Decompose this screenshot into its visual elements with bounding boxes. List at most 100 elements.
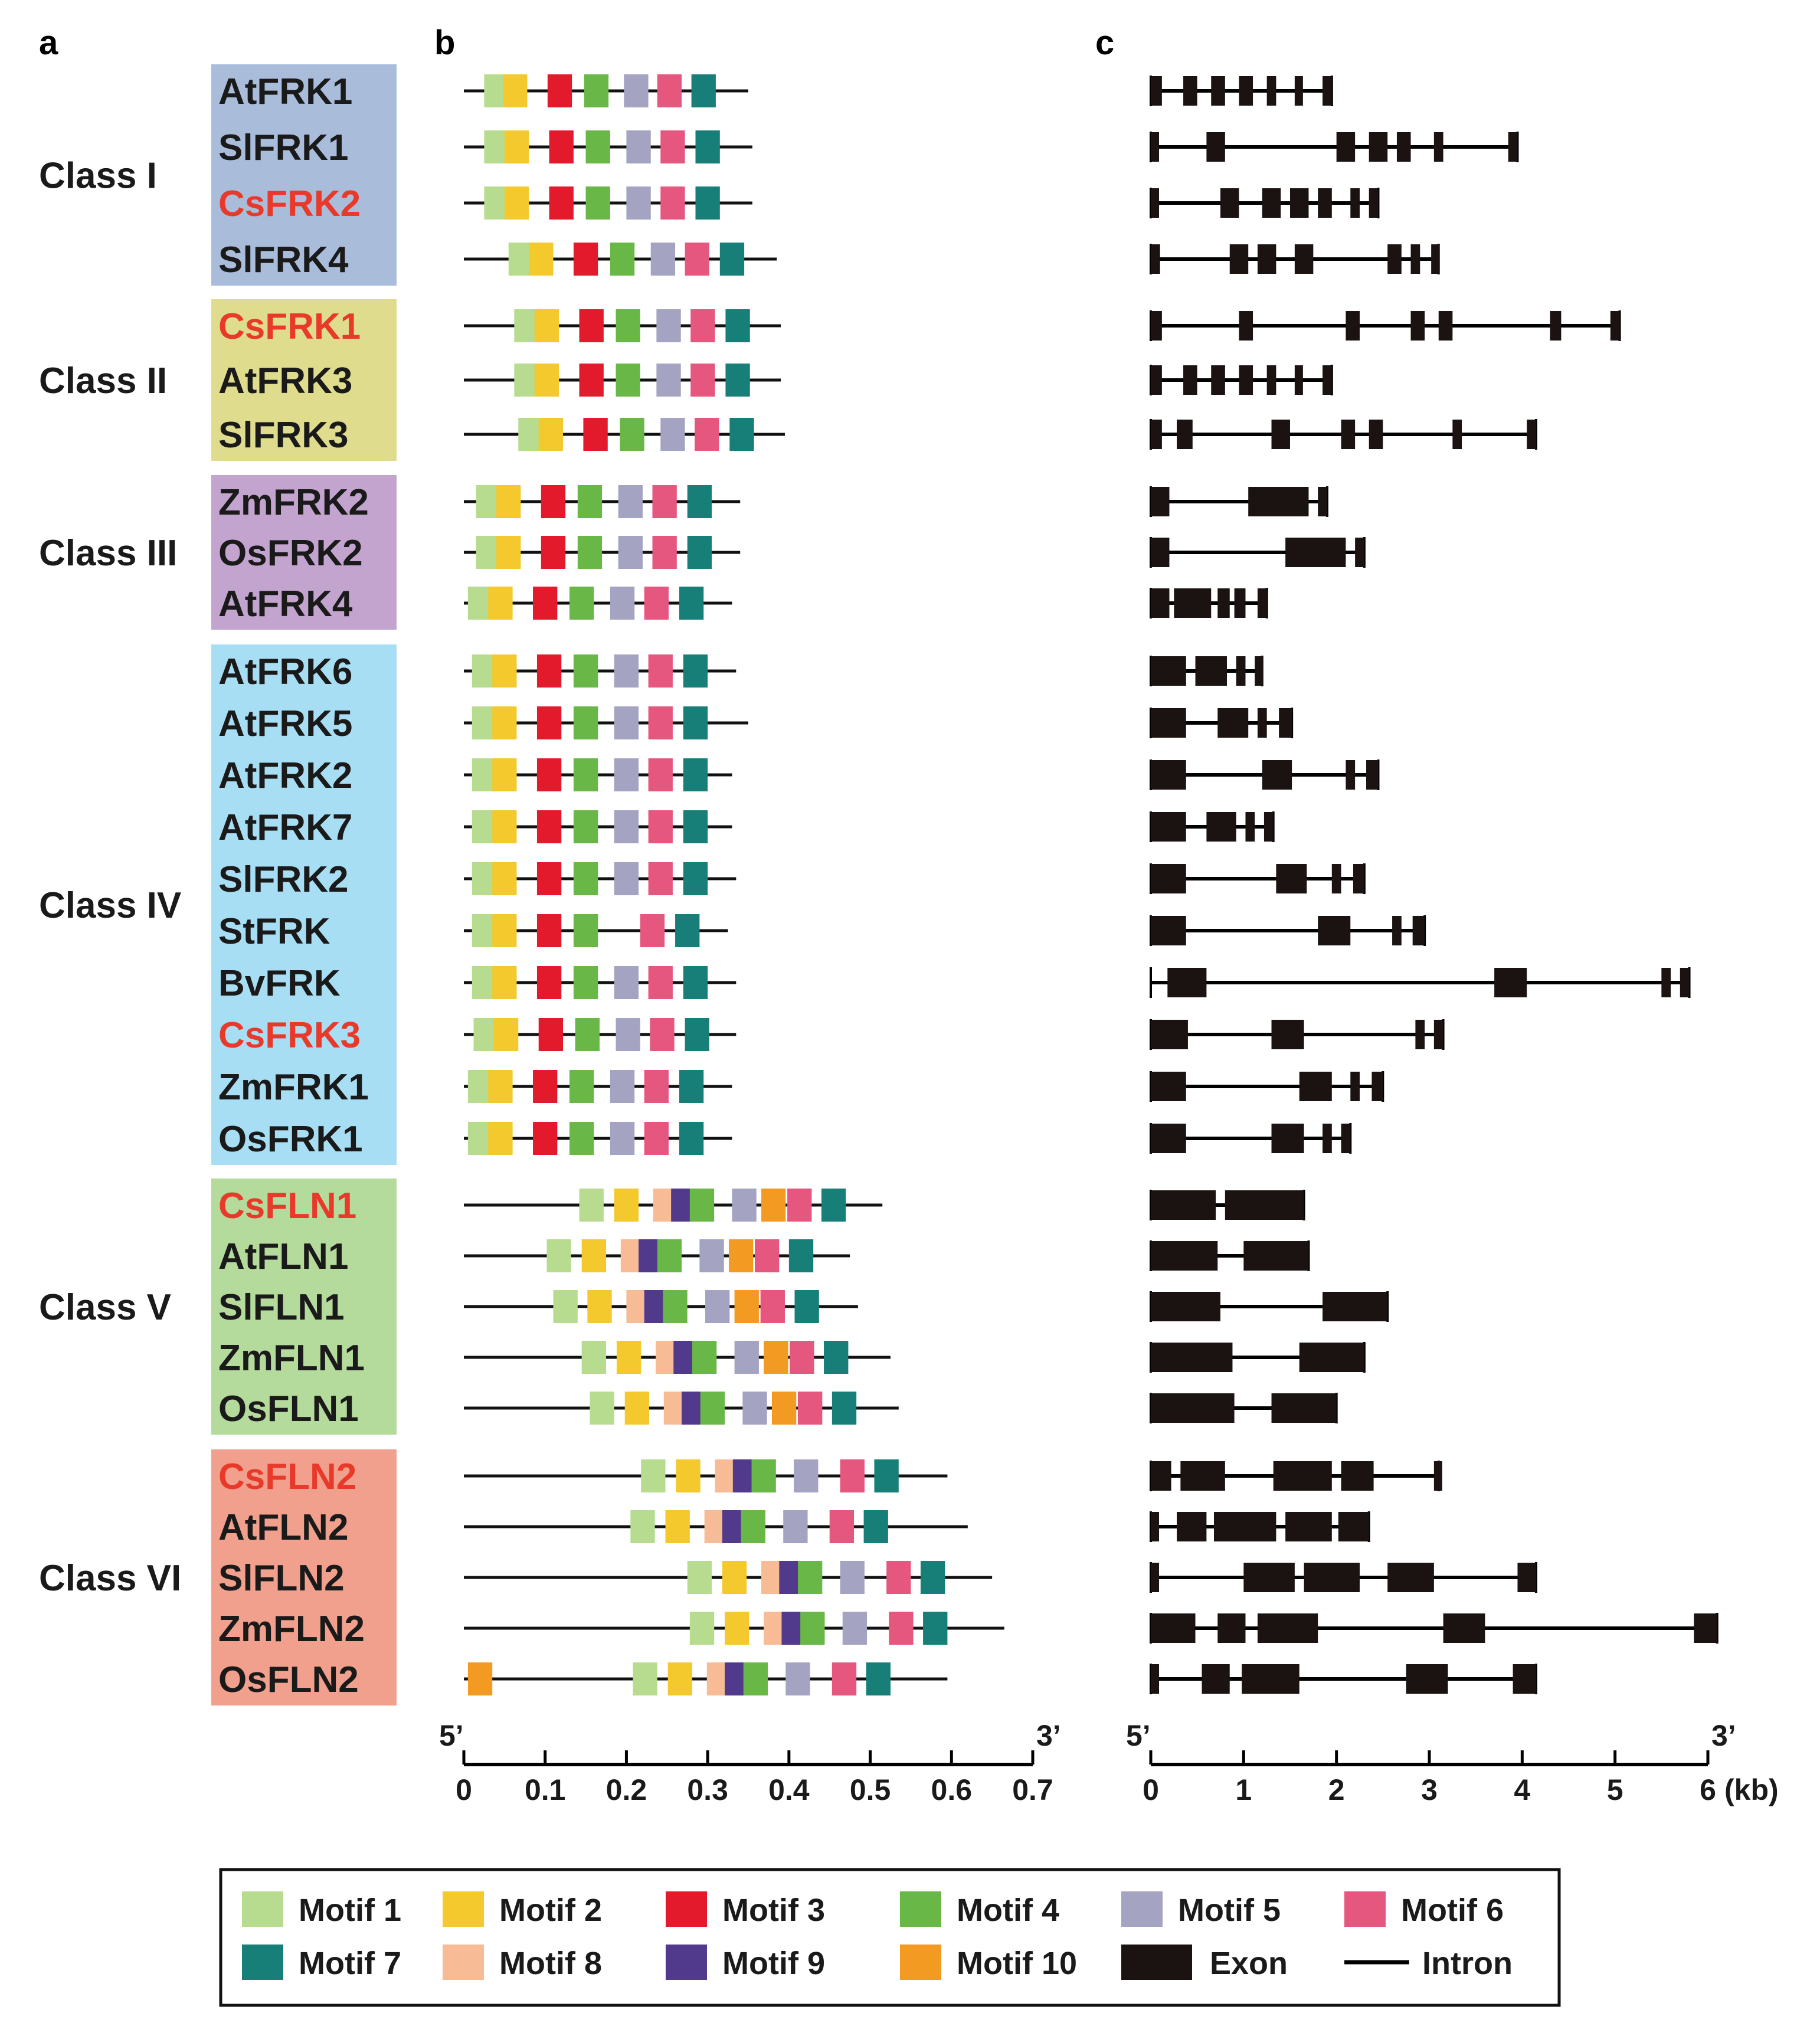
gene-name: AtFRK3 [218, 361, 352, 401]
exon-box [1396, 132, 1411, 162]
motif-row [464, 587, 732, 620]
exon-box [1285, 538, 1346, 567]
motif-2-box [496, 536, 521, 569]
gene-row [1150, 132, 1519, 162]
gene-name: CsFRK3 [218, 1015, 361, 1056]
gene-name: AtFRK4 [218, 584, 353, 624]
gene-name: CsFRK1 [218, 306, 361, 347]
motif-1-box [472, 654, 497, 688]
motif-3-box [538, 1018, 564, 1051]
motif-1-box [553, 1290, 578, 1323]
motif-row [464, 810, 732, 843]
gene-name: ZmFLN2 [218, 1609, 365, 1649]
exon-box [1527, 420, 1536, 449]
exon-box [1271, 1020, 1304, 1049]
motif-6-box [690, 364, 715, 397]
motif-row [464, 1612, 1004, 1645]
motif-6-box [787, 1189, 812, 1222]
panel-label-a: a [39, 24, 58, 62]
exon-box [1217, 1613, 1246, 1643]
exon-box [1350, 188, 1360, 218]
motif-2-box [492, 862, 517, 895]
motif-5-box [842, 1612, 868, 1645]
motif-10-box [467, 1662, 493, 1695]
gene-axis-start: 5’ [1126, 1719, 1151, 1752]
gene-name: BvFRK [218, 963, 341, 1004]
motif-5-box [614, 758, 639, 791]
gene-row [1150, 76, 1333, 106]
legend-label: Motif 10 [957, 1946, 1077, 1981]
legend-label: Motif 6 [1401, 1893, 1504, 1928]
gene-row [1150, 1071, 1384, 1102]
exon-box [1151, 656, 1186, 686]
class-block [211, 475, 397, 630]
legend-label: Exon [1210, 1946, 1288, 1981]
motif-3-box [536, 654, 562, 688]
gene-name: CsFLN2 [218, 1456, 356, 1497]
exon-box [1550, 311, 1562, 341]
exon-box [1266, 365, 1276, 395]
exon-box [1151, 1512, 1159, 1541]
motif-4-box [573, 758, 598, 791]
gene-row [1150, 1291, 1389, 1322]
motif-7-box [683, 862, 708, 895]
motif-4-box [751, 1459, 776, 1492]
motif-2-box [665, 1510, 690, 1543]
gene-row [1150, 310, 1621, 341]
exon-box [1177, 1512, 1207, 1541]
gene-row [1150, 486, 1328, 517]
motif-7-box [725, 364, 750, 397]
motif-row [464, 914, 728, 947]
motif-6-box [685, 243, 709, 276]
legend-swatch [242, 1891, 283, 1927]
legend-label: Motif 2 [499, 1893, 602, 1928]
motif-6-box [798, 1392, 823, 1425]
exon-box [1341, 1124, 1351, 1153]
exon-box [1151, 916, 1186, 945]
legend-label: Motif 8 [499, 1946, 602, 1981]
gene-name: ZmFLN1 [218, 1338, 365, 1379]
gene-tick-label: 4 [1514, 1773, 1530, 1806]
motif-10-box [771, 1392, 797, 1425]
gene-name: CsFLN1 [218, 1186, 356, 1226]
gene-row [1150, 244, 1440, 274]
motif-2-box [529, 243, 554, 276]
motif-5-box [618, 485, 643, 518]
motif-7-box [687, 485, 712, 518]
gene-row [1150, 1342, 1366, 1373]
motif-5-box [705, 1290, 730, 1323]
exon-box [1243, 1241, 1309, 1271]
motif-7-box [719, 243, 745, 276]
motif-2-box [624, 1392, 649, 1425]
motif-4-box [573, 810, 598, 843]
exon-box [1294, 76, 1303, 106]
gene-tick-label: 6 [1700, 1773, 1716, 1806]
motif-row [464, 1189, 883, 1222]
motif-2-box [492, 966, 517, 999]
exon-box [1262, 760, 1292, 790]
motif-1-box [579, 1189, 604, 1222]
gene-name: AtFRK6 [218, 652, 352, 692]
exon-box [1248, 487, 1309, 516]
exon-box [1350, 1072, 1360, 1101]
exon-box [1338, 1512, 1369, 1541]
gene-name: SlFRK1 [218, 127, 348, 168]
motif-axis-end: 3’ [1036, 1719, 1061, 1752]
motif-row [464, 74, 748, 107]
class-block [211, 1179, 397, 1435]
motif-2-box [488, 587, 513, 620]
class-block [211, 64, 397, 286]
legend-swatch [1121, 1945, 1192, 1980]
exon-box [1452, 420, 1462, 449]
exon-box [1257, 588, 1267, 618]
exon-box [1220, 188, 1239, 218]
exon-box [1234, 588, 1246, 618]
gene-name: OsFRK2 [218, 533, 363, 574]
exon-box [1318, 916, 1351, 945]
exon-box [1255, 656, 1263, 686]
motif-7-box [683, 654, 708, 688]
legend-label: Motif 4 [957, 1893, 1059, 1928]
motif-3-box [541, 536, 566, 569]
legend-frame [219, 1868, 1561, 2007]
motif-2-box [534, 309, 559, 342]
